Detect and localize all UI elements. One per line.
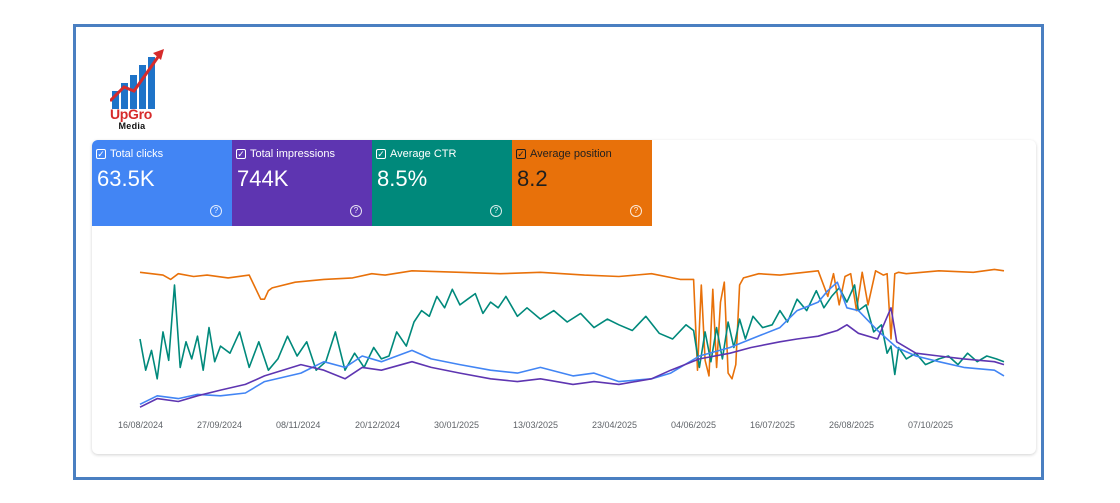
metric-value: 8.2 bbox=[517, 166, 548, 191]
series-line-impressions bbox=[139, 307, 1005, 408]
metric-value: 8.5% bbox=[377, 166, 428, 191]
x-tick-label: 07/10/2025 bbox=[908, 420, 953, 430]
x-axis-tick-labels: 16/08/2024 27/09/2024 08/11/2024 20/12/2024… bbox=[118, 420, 953, 430]
checkbox-checked-icon[interactable]: ✓ bbox=[516, 148, 526, 159]
upgro-logo-icon bbox=[110, 49, 164, 109]
metric-tile-average-position[interactable]: ✓ Average position 8.2 ? bbox=[512, 140, 652, 226]
x-tick-label: 20/12/2024 bbox=[355, 420, 400, 430]
performance-panel: ✓ Total clicks 63.5K ? ✓ Total impressio… bbox=[92, 140, 1036, 454]
series-layer bbox=[139, 268, 1005, 408]
metric-tile-total-clicks[interactable]: ✓ Total clicks 63.5K ? bbox=[92, 140, 232, 226]
metric-tiles: ✓ Total clicks 63.5K ? ✓ Total impressio… bbox=[92, 140, 652, 226]
metric-label: Average CTR bbox=[390, 148, 457, 160]
checkbox-checked-icon[interactable]: ✓ bbox=[96, 148, 106, 159]
series-line-ctr bbox=[139, 284, 1005, 380]
metric-label-row: ✓ Total impressions bbox=[236, 148, 372, 160]
logo-wordmark: UpGro Media bbox=[110, 107, 154, 131]
logo-bar bbox=[112, 91, 119, 109]
metric-value: 744K bbox=[237, 166, 289, 191]
metric-label: Total impressions bbox=[250, 148, 335, 160]
help-icon[interactable]: ? bbox=[630, 205, 642, 217]
logo-arrow bbox=[110, 56, 160, 103]
metric-tile-total-impressions[interactable]: ✓ Total impressions 744K ? bbox=[232, 140, 372, 226]
metric-label: Average position bbox=[530, 148, 612, 160]
logo-name: UpGro bbox=[110, 106, 153, 122]
checkbox-checked-icon[interactable]: ✓ bbox=[376, 148, 386, 159]
performance-line-chart: 16/08/2024 27/09/2024 08/11/2024 20/12/2024… bbox=[118, 268, 1005, 430]
x-tick-label: 16/07/2025 bbox=[750, 420, 795, 430]
help-icon[interactable]: ? bbox=[210, 205, 222, 217]
metric-value: 63.5K bbox=[97, 166, 155, 191]
checkbox-checked-icon[interactable]: ✓ bbox=[236, 148, 246, 159]
logo-arrowhead bbox=[153, 49, 164, 60]
logo-bar bbox=[121, 83, 128, 109]
metric-label: Total clicks bbox=[110, 148, 164, 160]
x-tick-label: 23/04/2025 bbox=[592, 420, 637, 430]
metric-label-row: ✓ Total clicks bbox=[96, 148, 232, 160]
series-line-clicks bbox=[139, 281, 1005, 406]
x-tick-label: 16/08/2024 bbox=[118, 420, 163, 430]
help-icon[interactable]: ? bbox=[350, 205, 362, 217]
metric-tile-average-ctr[interactable]: ✓ Average CTR 8.5% ? bbox=[372, 140, 512, 226]
logo-bar bbox=[139, 65, 146, 109]
x-tick-label: 04/06/2025 bbox=[671, 420, 716, 430]
logo-bar bbox=[148, 57, 155, 109]
metric-label-row: ✓ Average position bbox=[516, 148, 652, 160]
help-icon[interactable]: ? bbox=[490, 205, 502, 217]
x-tick-label: 08/11/2024 bbox=[276, 420, 320, 430]
metric-label-row: ✓ Average CTR bbox=[376, 148, 512, 160]
x-tick-label: 30/01/2025 bbox=[434, 420, 479, 430]
x-tick-label: 27/09/2024 bbox=[197, 420, 242, 430]
x-tick-label: 26/08/2025 bbox=[829, 420, 874, 430]
x-tick-label: 13/03/2025 bbox=[513, 420, 558, 430]
series-line-position bbox=[139, 268, 1005, 380]
screenshot-frame: UpGro Media ✓ Total clicks 63.5K ? ✓ Tot… bbox=[73, 24, 1044, 480]
logo-subtitle: Media bbox=[118, 121, 146, 131]
